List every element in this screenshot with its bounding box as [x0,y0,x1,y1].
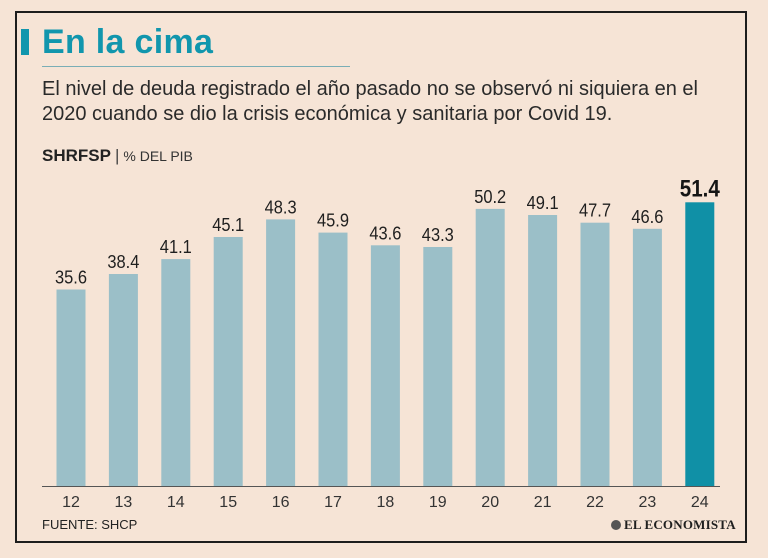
bar-19 [423,247,453,486]
bar-24 [685,202,715,487]
data-label-15: 45.1 [212,215,244,235]
x-tick-label-22: 22 [586,494,604,511]
bar-22 [580,222,610,486]
data-label-12: 35.6 [55,268,87,288]
x-tick-label-15: 15 [219,494,237,511]
data-label-22: 47.7 [579,201,611,221]
title-accent-bar [21,29,29,55]
series-label: SHRFSP |% DEL PIB [42,146,193,166]
bar-17 [318,232,348,486]
publisher-logo: EL ECONOMISTA [611,517,736,533]
x-tick-label-18: 18 [377,494,395,511]
bar-20 [475,208,505,486]
data-label-23: 46.6 [631,207,663,227]
brand-name: EL ECONOMISTA [624,517,736,532]
x-tick-label-17: 17 [324,494,342,511]
series-unit: % DEL PIB [123,148,193,164]
data-label-14: 41.1 [160,237,192,257]
bar-18 [370,245,400,486]
bar-12 [56,289,86,486]
x-tick-label-23: 23 [639,494,657,511]
bar-21 [528,215,558,486]
chart-subtitle: El nivel de deuda registrado el año pasa… [42,78,698,125]
data-label-13: 38.4 [107,252,139,272]
data-label-20: 50.2 [474,187,506,207]
data-label-17: 45.9 [317,211,349,231]
bar-16 [266,219,296,486]
data-label-18: 43.6 [369,223,401,243]
title-underline [42,66,350,67]
bar-15 [213,237,243,486]
brand-mark-icon [611,520,621,530]
series-separator: | [114,146,120,165]
chart-title: En la cima [42,23,214,61]
bar-23 [632,228,662,487]
x-tick-label-21: 21 [534,494,552,511]
data-label-19: 43.3 [422,225,454,245]
x-tick-label-14: 14 [167,494,185,511]
x-tick-label-16: 16 [272,494,290,511]
data-label-16: 48.3 [265,197,297,217]
source-note: FUENTE: SHCP [42,517,138,532]
x-tick-label-24: 24 [691,494,709,511]
series-name: SHRFSP [42,146,111,165]
x-tick-label-12: 12 [62,494,80,511]
bar-13 [108,274,138,486]
data-label-24: 51.4 [680,175,721,202]
x-tick-label-19: 19 [429,494,447,511]
x-tick-label-13: 13 [115,494,133,511]
x-tick-label-20: 20 [481,494,499,511]
chart-frame [15,11,747,543]
data-label-21: 49.1 [527,193,559,213]
bar-14 [161,259,191,486]
